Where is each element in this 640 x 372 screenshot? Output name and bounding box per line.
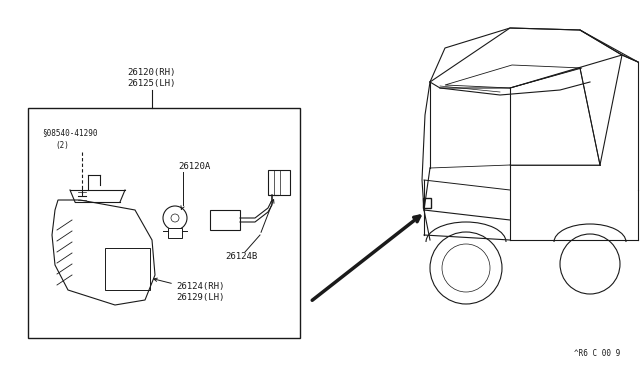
Circle shape bbox=[560, 234, 620, 294]
Circle shape bbox=[163, 206, 187, 230]
Bar bbox=[28, 108, 300, 338]
Text: 26120(RH): 26120(RH) bbox=[128, 68, 176, 77]
Bar bbox=[268, 170, 290, 195]
Bar bbox=[423, 198, 431, 208]
Polygon shape bbox=[52, 200, 155, 305]
Text: §08540-41290: §08540-41290 bbox=[42, 128, 97, 137]
Text: 26129(LH): 26129(LH) bbox=[176, 293, 225, 302]
Text: 26124(RH): 26124(RH) bbox=[176, 282, 225, 291]
Text: 26120A: 26120A bbox=[178, 162, 211, 171]
Text: ^R6 C 00 9: ^R6 C 00 9 bbox=[573, 349, 620, 358]
Bar bbox=[210, 210, 240, 230]
Text: 26124B: 26124B bbox=[225, 252, 257, 261]
Text: 26125(LH): 26125(LH) bbox=[128, 79, 176, 88]
Text: (2): (2) bbox=[55, 141, 69, 150]
Bar bbox=[105, 248, 150, 290]
Circle shape bbox=[430, 232, 502, 304]
Bar bbox=[168, 228, 182, 238]
